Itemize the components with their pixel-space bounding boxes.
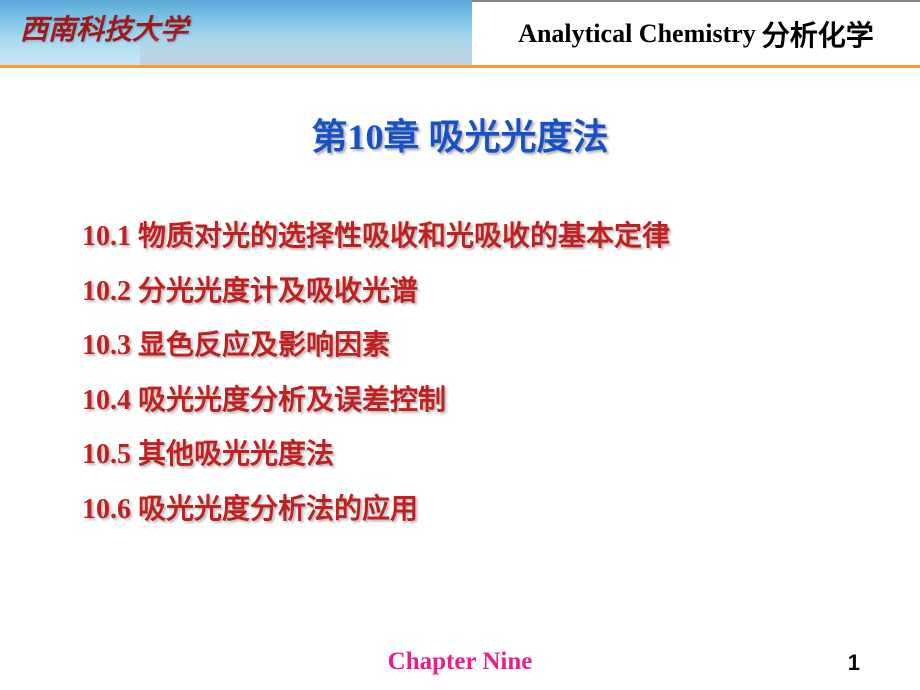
table-of-contents: 10.1 物质对光的选择性吸收和光吸收的基本定律 10.2 分光光度计及吸收光谱… <box>60 210 860 538</box>
slide-content: 第10章 吸光光度法 10.1 物质对光的选择性吸收和光吸收的基本定律 10.2… <box>0 68 920 538</box>
header-title-container: Analytical Chemistry 分析化学 <box>472 0 920 65</box>
toc-item: 10.4 吸光光度分析及误差控制 <box>82 374 860 429</box>
toc-item: 10.2 分光光度计及吸收光谱 <box>82 265 860 320</box>
header-title-chinese: 分析化学 <box>762 14 874 54</box>
page-number: 1 <box>848 650 860 676</box>
footer: Chapter Nine <box>0 648 920 676</box>
header-title-english: Analytical Chemistry <box>518 19 756 49</box>
toc-item: 10.3 显色反应及影响因素 <box>82 319 860 374</box>
chapter-title: 第10章 吸光光度法 <box>60 108 860 160</box>
footer-chapter-label: Chapter Nine <box>388 648 533 676</box>
toc-item: 10.6 吸光光度分析法的应用 <box>82 483 860 538</box>
header-university-banner: 西南科技大学 <box>0 0 472 65</box>
header-banner: 西南科技大学 Analytical Chemistry 分析化学 <box>0 0 920 68</box>
university-logo-text: 西南科技大学 <box>20 8 188 48</box>
toc-item: 10.5 其他吸光光度法 <box>82 428 860 483</box>
toc-item: 10.1 物质对光的选择性吸收和光吸收的基本定律 <box>82 210 860 265</box>
